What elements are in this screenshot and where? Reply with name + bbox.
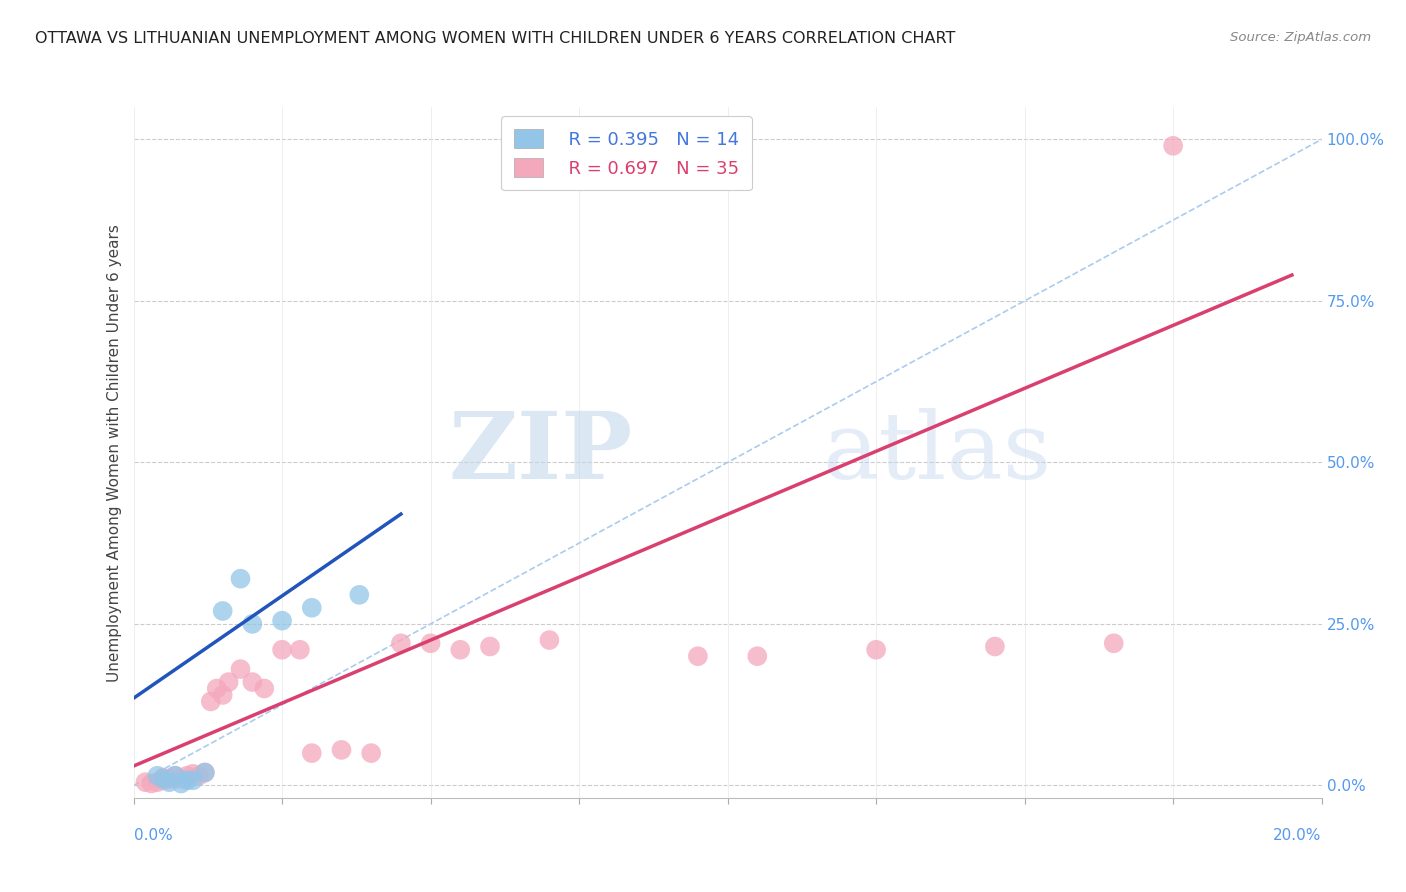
Y-axis label: Unemployment Among Women with Children Under 6 years: Unemployment Among Women with Children U… [107,224,122,681]
Text: 20.0%: 20.0% [1274,829,1322,843]
Point [205,681,228,696]
Point [253,681,276,696]
Point [157,772,180,786]
Point [146,769,169,783]
Point [301,600,323,615]
Point [686,649,709,664]
Point [141,776,163,790]
Point [538,633,561,648]
Text: atlas: atlas [823,408,1052,498]
Legend:   R = 0.395   N = 14,   R = 0.697   N = 35: R = 0.395 N = 14, R = 0.697 N = 35 [502,116,752,190]
Point [152,772,174,786]
Text: OTTAWA VS LITHUANIAN UNEMPLOYMENT AMONG WOMEN WITH CHILDREN UNDER 6 YEARS CORREL: OTTAWA VS LITHUANIAN UNEMPLOYMENT AMONG … [35,31,956,46]
Point [194,765,217,780]
Point [360,746,382,760]
Point [134,775,156,789]
Point [194,765,217,780]
Point [157,775,180,789]
Point [747,649,769,664]
Point [330,743,353,757]
Point [211,604,233,618]
Point [1161,138,1184,153]
Point [984,640,1007,654]
Point [170,772,193,786]
Point [478,640,502,654]
Point [211,688,233,702]
Point [176,773,198,788]
Point [176,769,198,783]
Point [449,642,471,657]
Point [218,675,240,690]
Point [419,636,441,650]
Point [865,642,887,657]
Text: Source: ZipAtlas.com: Source: ZipAtlas.com [1230,31,1371,45]
Point [229,662,252,676]
Point [200,694,222,708]
Point [229,572,252,586]
Point [170,776,193,790]
Point [349,588,371,602]
Point [181,766,204,780]
Text: 0.0%: 0.0% [134,829,173,843]
Point [152,773,174,788]
Point [1102,636,1125,650]
Point [242,675,264,690]
Point [146,775,169,789]
Point [288,642,311,657]
Point [271,614,294,628]
Point [389,636,412,650]
Point [165,769,187,783]
Point [242,616,264,631]
Point [165,769,187,783]
Point [152,771,174,785]
Point [301,746,323,760]
Point [181,773,204,788]
Point [271,642,294,657]
Point [187,769,209,783]
Text: ZIP: ZIP [449,408,633,498]
